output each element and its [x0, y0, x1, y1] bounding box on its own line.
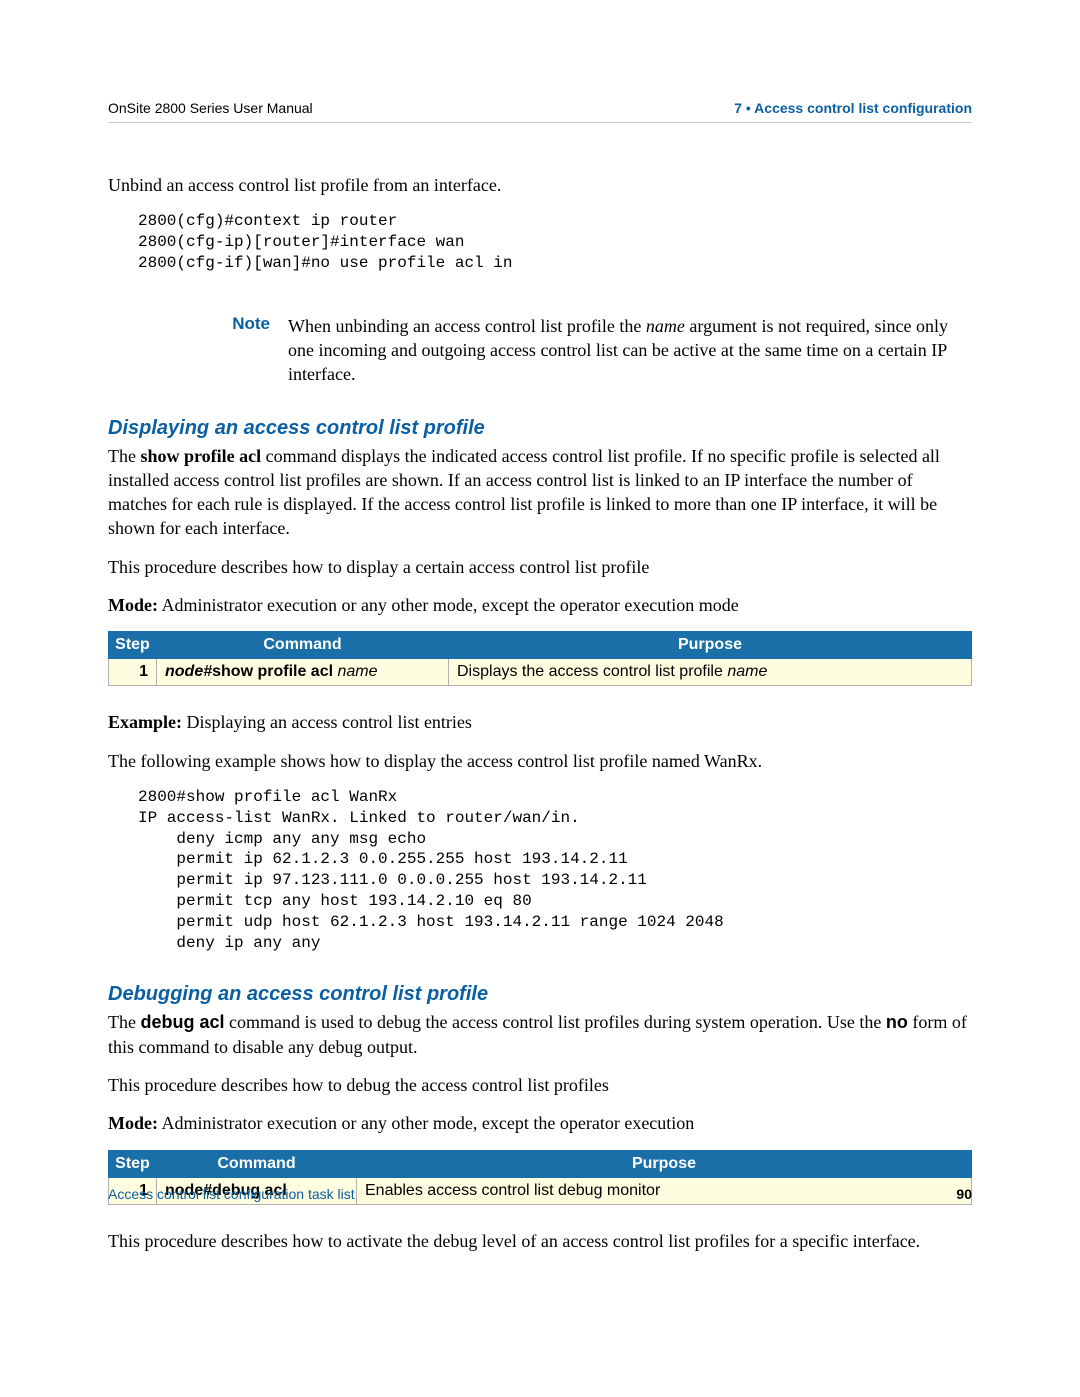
- s2-p1-b: command is used to debug the access cont…: [225, 1012, 886, 1032]
- note-italic: name: [646, 316, 685, 336]
- section2-trailing: This procedure describes how to activate…: [108, 1229, 972, 1253]
- note-text-a: When unbinding an access control list pr…: [288, 316, 646, 336]
- header-left: OnSite 2800 Series User Manual: [108, 100, 313, 116]
- t1-step: 1: [109, 659, 157, 686]
- code-block-1: 2800(cfg)#context ip router 2800(cfg-ip)…: [138, 211, 972, 273]
- example-text: Displaying an access control list entrie…: [182, 712, 472, 732]
- section1-body: The show profile acl command displays th…: [108, 444, 972, 618]
- s1-mode: Mode: Administrator execution or any oth…: [108, 593, 972, 617]
- s2-p2: This procedure describes how to debug th…: [108, 1073, 972, 1097]
- note-label: Note: [226, 314, 288, 387]
- t1-cmd-h: Command: [157, 632, 449, 659]
- t1-cmd-param: name: [337, 663, 377, 680]
- t1-purpose-italic: name: [727, 663, 767, 680]
- t1-purpose-a: Displays the access control list profile: [457, 663, 727, 680]
- header-right: 7 • Access control list configuration: [734, 100, 972, 116]
- note: Note When unbinding an access control li…: [226, 314, 972, 387]
- s1-p1-a: The: [108, 446, 140, 466]
- s1-p1-bold: show profile acl: [140, 446, 261, 466]
- heading-display: Displaying an access control list profil…: [108, 417, 972, 440]
- heading-debug: Debugging an access control list profile: [108, 983, 972, 1006]
- t1-step-h: Step: [109, 632, 157, 659]
- example-block: Example: Displaying an access control li…: [108, 710, 972, 773]
- t1-cmd: node#show profile acl name: [157, 659, 449, 686]
- t2-purpose-h: Purpose: [357, 1150, 972, 1177]
- s1-mode-text: Administrator execution or any other mod…: [158, 595, 739, 615]
- s2-mode: Mode: Administrator execution or any oth…: [108, 1111, 972, 1135]
- section2-body: The debug acl command is used to debug t…: [108, 1010, 972, 1135]
- example-line: Example: Displaying an access control li…: [108, 710, 972, 734]
- s1-p1: The show profile acl command displays th…: [108, 444, 972, 541]
- s2-trailing: This procedure describes how to activate…: [108, 1229, 972, 1253]
- t1-cmd-bold: show profile acl: [212, 663, 337, 680]
- body: Unbind an access control list profile fr…: [108, 173, 972, 197]
- example-label: Example:: [108, 712, 182, 732]
- t1-cmd-node: node#: [165, 663, 212, 680]
- s1-p2: This procedure describes how to display …: [108, 555, 972, 579]
- t1-purpose: Displays the access control list profile…: [449, 659, 972, 686]
- table-show-profile: Step Command Purpose 1 node#show profile…: [108, 631, 972, 686]
- s2-p1-bold2: no: [886, 1012, 908, 1032]
- s2-p1-bold1: debug acl: [140, 1012, 224, 1032]
- footer-left: Access control list configuration task l…: [108, 1186, 355, 1202]
- s2-p1: The debug acl command is used to debug t…: [108, 1010, 972, 1059]
- page-footer: Access control list configuration task l…: [108, 1186, 972, 1202]
- page-header: OnSite 2800 Series User Manual 7 • Acces…: [108, 100, 972, 116]
- code-block-2: 2800#show profile acl WanRx IP access-li…: [138, 787, 972, 953]
- t2-step-h: Step: [109, 1150, 157, 1177]
- s2-mode-text: Administrator execution or any other mod…: [158, 1113, 694, 1133]
- header-rule: [108, 122, 972, 123]
- s1-mode-label: Mode:: [108, 595, 158, 615]
- footer-right: 90: [956, 1186, 972, 1202]
- t2-cmd-h: Command: [157, 1150, 357, 1177]
- s2-mode-label: Mode:: [108, 1113, 158, 1133]
- page: OnSite 2800 Series User Manual 7 • Acces…: [108, 100, 972, 1267]
- t1-purpose-h: Purpose: [449, 632, 972, 659]
- table-row: 1 node#show profile acl name Displays th…: [109, 659, 972, 686]
- note-body: When unbinding an access control list pr…: [288, 314, 972, 387]
- intro-unbind: Unbind an access control list profile fr…: [108, 173, 972, 197]
- example-intro: The following example shows how to displ…: [108, 749, 972, 773]
- s2-p1-a: The: [108, 1012, 140, 1032]
